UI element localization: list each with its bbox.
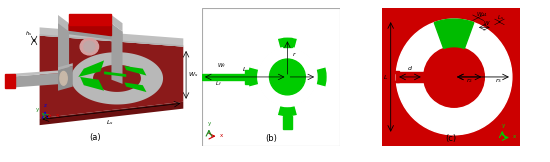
Text: $W_s$: $W_s$ [188,70,199,79]
Text: $L_f$: $L_f$ [215,79,222,88]
Polygon shape [40,27,183,47]
Text: $L$: $L$ [383,73,388,81]
Bar [393,71,399,73]
Circle shape [424,47,485,107]
Circle shape [270,59,305,95]
Polygon shape [80,77,104,91]
Text: x: x [56,113,59,118]
Text: $r_2$: $r_2$ [466,76,472,85]
Text: y: y [208,121,211,126]
Polygon shape [244,33,280,69]
Polygon shape [112,23,123,84]
Text: x: x [220,133,223,138]
Text: y: y [36,107,39,112]
Text: $L$: $L$ [242,65,248,73]
Polygon shape [434,19,474,48]
Ellipse shape [60,71,67,85]
Text: (b): (b) [265,134,277,143]
Polygon shape [40,36,183,118]
Ellipse shape [80,38,98,55]
Circle shape [258,47,317,107]
Text: $L_s$: $L_s$ [106,118,113,127]
Bar [395,72,425,82]
Text: $h_s$: $h_s$ [25,29,32,38]
Polygon shape [295,84,331,121]
Text: $W$: $W$ [483,19,491,27]
Text: $d$: $d$ [407,64,413,72]
Text: $L_s$: $L_s$ [497,13,504,22]
Text: $W_f$: $W_f$ [217,61,226,70]
Text: (c): (c) [446,134,457,143]
Text: $W_{14}$: $W_{14}$ [476,10,488,19]
Bar [393,81,399,82]
Ellipse shape [84,41,95,52]
Bar [283,116,292,129]
Text: z: z [44,103,47,108]
Text: $r_3$: $r_3$ [494,76,502,85]
Polygon shape [7,70,64,77]
Text: (a): (a) [89,133,101,142]
Circle shape [249,38,326,116]
Polygon shape [58,66,73,91]
Text: $r_1$: $r_1$ [300,76,307,85]
Polygon shape [78,60,104,77]
Text: x: x [513,134,516,139]
Text: $r$: $r$ [292,50,296,58]
Bar [283,38,292,47]
Polygon shape [7,73,64,88]
Polygon shape [244,84,280,121]
Polygon shape [40,34,183,47]
Bar [202,74,245,80]
Circle shape [396,19,512,135]
Polygon shape [295,33,331,69]
Polygon shape [104,71,126,77]
Polygon shape [93,65,141,92]
Polygon shape [71,52,163,104]
Bar [69,14,112,25]
Polygon shape [58,63,73,70]
Bar [4,74,15,88]
Polygon shape [124,82,146,92]
Text: y: y [502,122,505,127]
Polygon shape [69,25,112,36]
Bar [245,70,249,84]
Polygon shape [58,23,123,41]
Polygon shape [58,15,69,31]
Polygon shape [124,66,146,75]
Polygon shape [112,15,123,31]
Polygon shape [58,23,69,84]
Polygon shape [40,102,183,125]
